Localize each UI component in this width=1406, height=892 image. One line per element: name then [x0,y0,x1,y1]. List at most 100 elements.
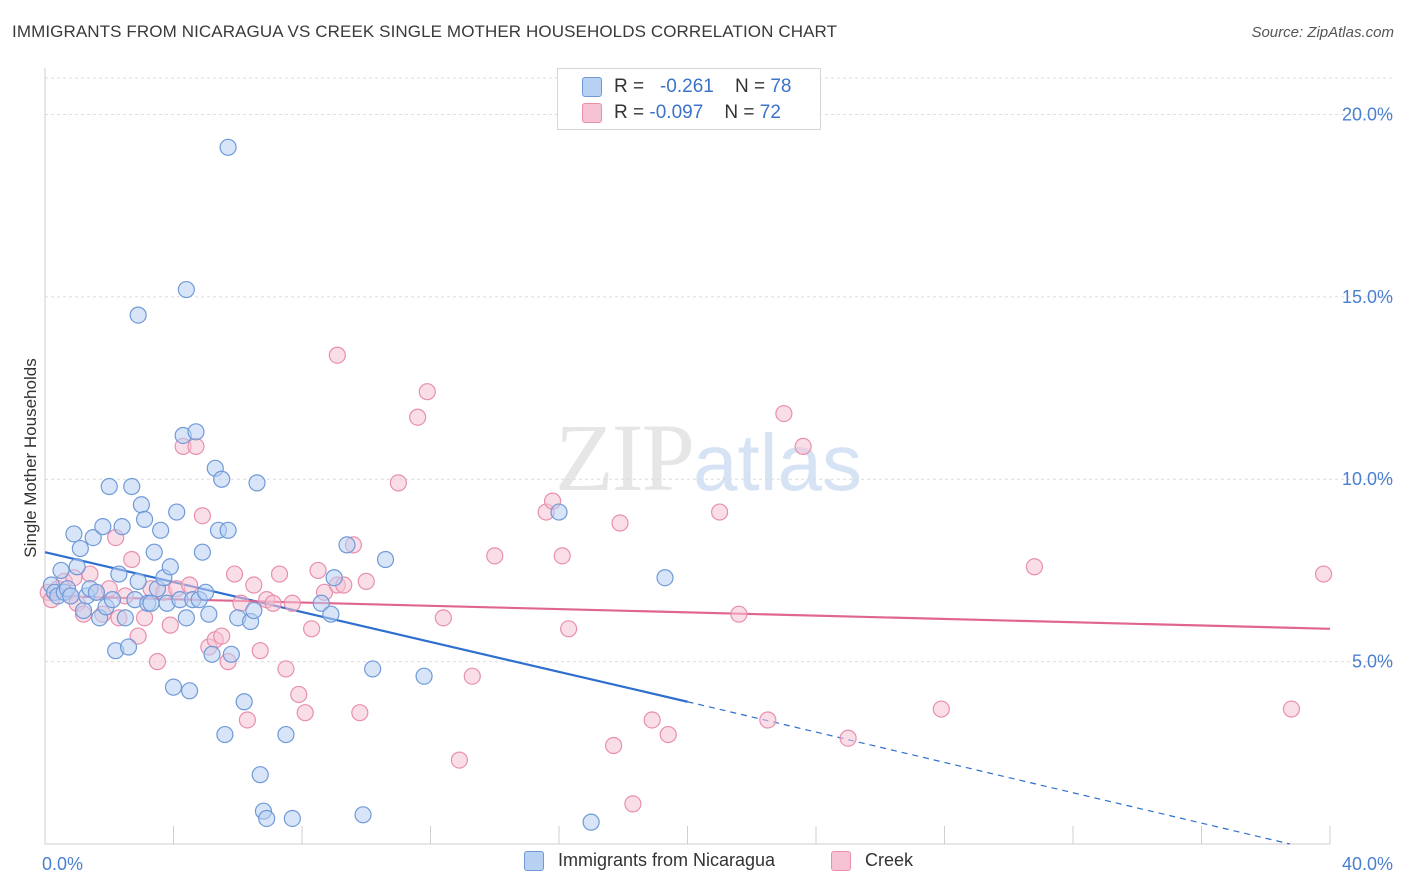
point-nicaragua [213,470,231,488]
point-creek [839,729,857,747]
gridlines [45,77,1395,663]
point-creek [730,605,748,623]
tick-labels: 5.0% 10.0% 15.0% 20.0% 0.0% 40.0% [42,104,1393,874]
point-nicaragua [187,423,205,441]
point-creek [135,609,154,627]
point-nicaragua [338,536,356,554]
point-nicaragua [94,518,112,536]
point-creek [180,576,199,594]
legend-swatch-pink [582,103,602,123]
point-nicaragua [582,813,600,831]
point-creek [238,711,256,729]
point-creek [309,561,327,580]
point-creek [351,704,369,722]
point-nicaragua [203,645,221,663]
point-creek [245,576,263,594]
point-creek [283,594,301,612]
point-nicaragua [168,503,186,521]
point-nicaragua [283,809,301,828]
point-creek [624,795,642,813]
point-creek [418,383,436,401]
point-nicaragua [87,583,106,601]
point-creek [193,507,212,525]
point-nicaragua [74,601,93,620]
watermark: ZIPatlas [555,402,862,513]
point-nicaragua [84,528,102,547]
point-creek [659,725,677,744]
point-nicaragua [325,569,343,587]
point-nicaragua [161,558,179,576]
watermark-zip: ZIP [555,404,695,511]
point-nicaragua [197,583,215,601]
point-creek [296,704,314,722]
point-creek [1282,700,1301,718]
point-creek [123,550,141,569]
legend-swatch-blue [582,77,602,97]
point-creek [775,404,793,423]
point-creek [409,408,427,426]
point-nicaragua [177,609,195,627]
source-label: Source: ZipAtlas.com [1251,24,1394,41]
point-nicaragua [132,496,150,514]
point-nicaragua [129,572,147,590]
point-nicaragua [100,477,118,496]
point-nicaragua [135,510,154,528]
point-nicaragua [245,601,263,620]
r-label: R = [614,76,645,97]
point-creek [450,751,469,769]
point-creek [290,685,308,704]
r-label: R = [614,102,645,123]
y-axis-label: Single Mother Households [21,358,40,557]
legend-row-creek: R = -0.097 N = 72 [582,101,781,125]
point-nicaragua [550,503,568,521]
point-nicaragua [235,693,253,711]
point-creek [277,660,295,678]
point-nicaragua [258,809,276,828]
point-creek [759,711,777,729]
n-label: N = [724,102,755,123]
trend-line-nicaragua [44,551,688,703]
x-tick-label: 0.0% [42,854,83,874]
point-creek [328,346,346,364]
point-creek [553,547,571,565]
point-nicaragua [116,609,134,627]
legend-swatch-blue [524,850,544,871]
point-creek [270,565,289,583]
n-value: 78 [770,76,792,97]
point-creek [389,474,407,492]
point-nicaragua [164,678,183,696]
point-creek [486,547,504,565]
y-tick-label: 20.0% [1342,104,1393,124]
point-creek [611,514,629,532]
legend-label-creek: Creek [865,850,914,870]
point-nicaragua [312,594,330,612]
point-nicaragua [248,474,266,492]
point-creek [605,736,623,755]
point-nicaragua [200,605,218,623]
point-nicaragua [322,605,340,623]
point-nicaragua [110,565,128,583]
point-nicaragua [52,561,70,580]
point-nicaragua [145,543,163,561]
point-creek [264,594,282,612]
point-creek [434,609,452,627]
watermark-atlas: atlas [693,418,862,507]
point-creek [643,711,661,729]
point-nicaragua [222,645,240,663]
r-value: -0.261 [659,76,714,97]
point-nicaragua [193,543,212,561]
point-nicaragua [277,725,295,744]
point-nicaragua [415,667,433,685]
point-creek [213,627,231,645]
point-nicaragua [180,682,199,700]
r-value: -0.097 [649,102,704,123]
point-creek [129,627,147,645]
point-nicaragua [113,518,131,536]
point-nicaragua [364,660,382,678]
point-nicaragua [152,521,170,539]
point-nicaragua [251,766,269,784]
y-tick-label: 10.0% [1342,469,1393,489]
point-nicaragua [71,539,89,558]
chart-title: IMMIGRANTS FROM NICARAGUA VS CREEK SINGL… [12,22,838,41]
